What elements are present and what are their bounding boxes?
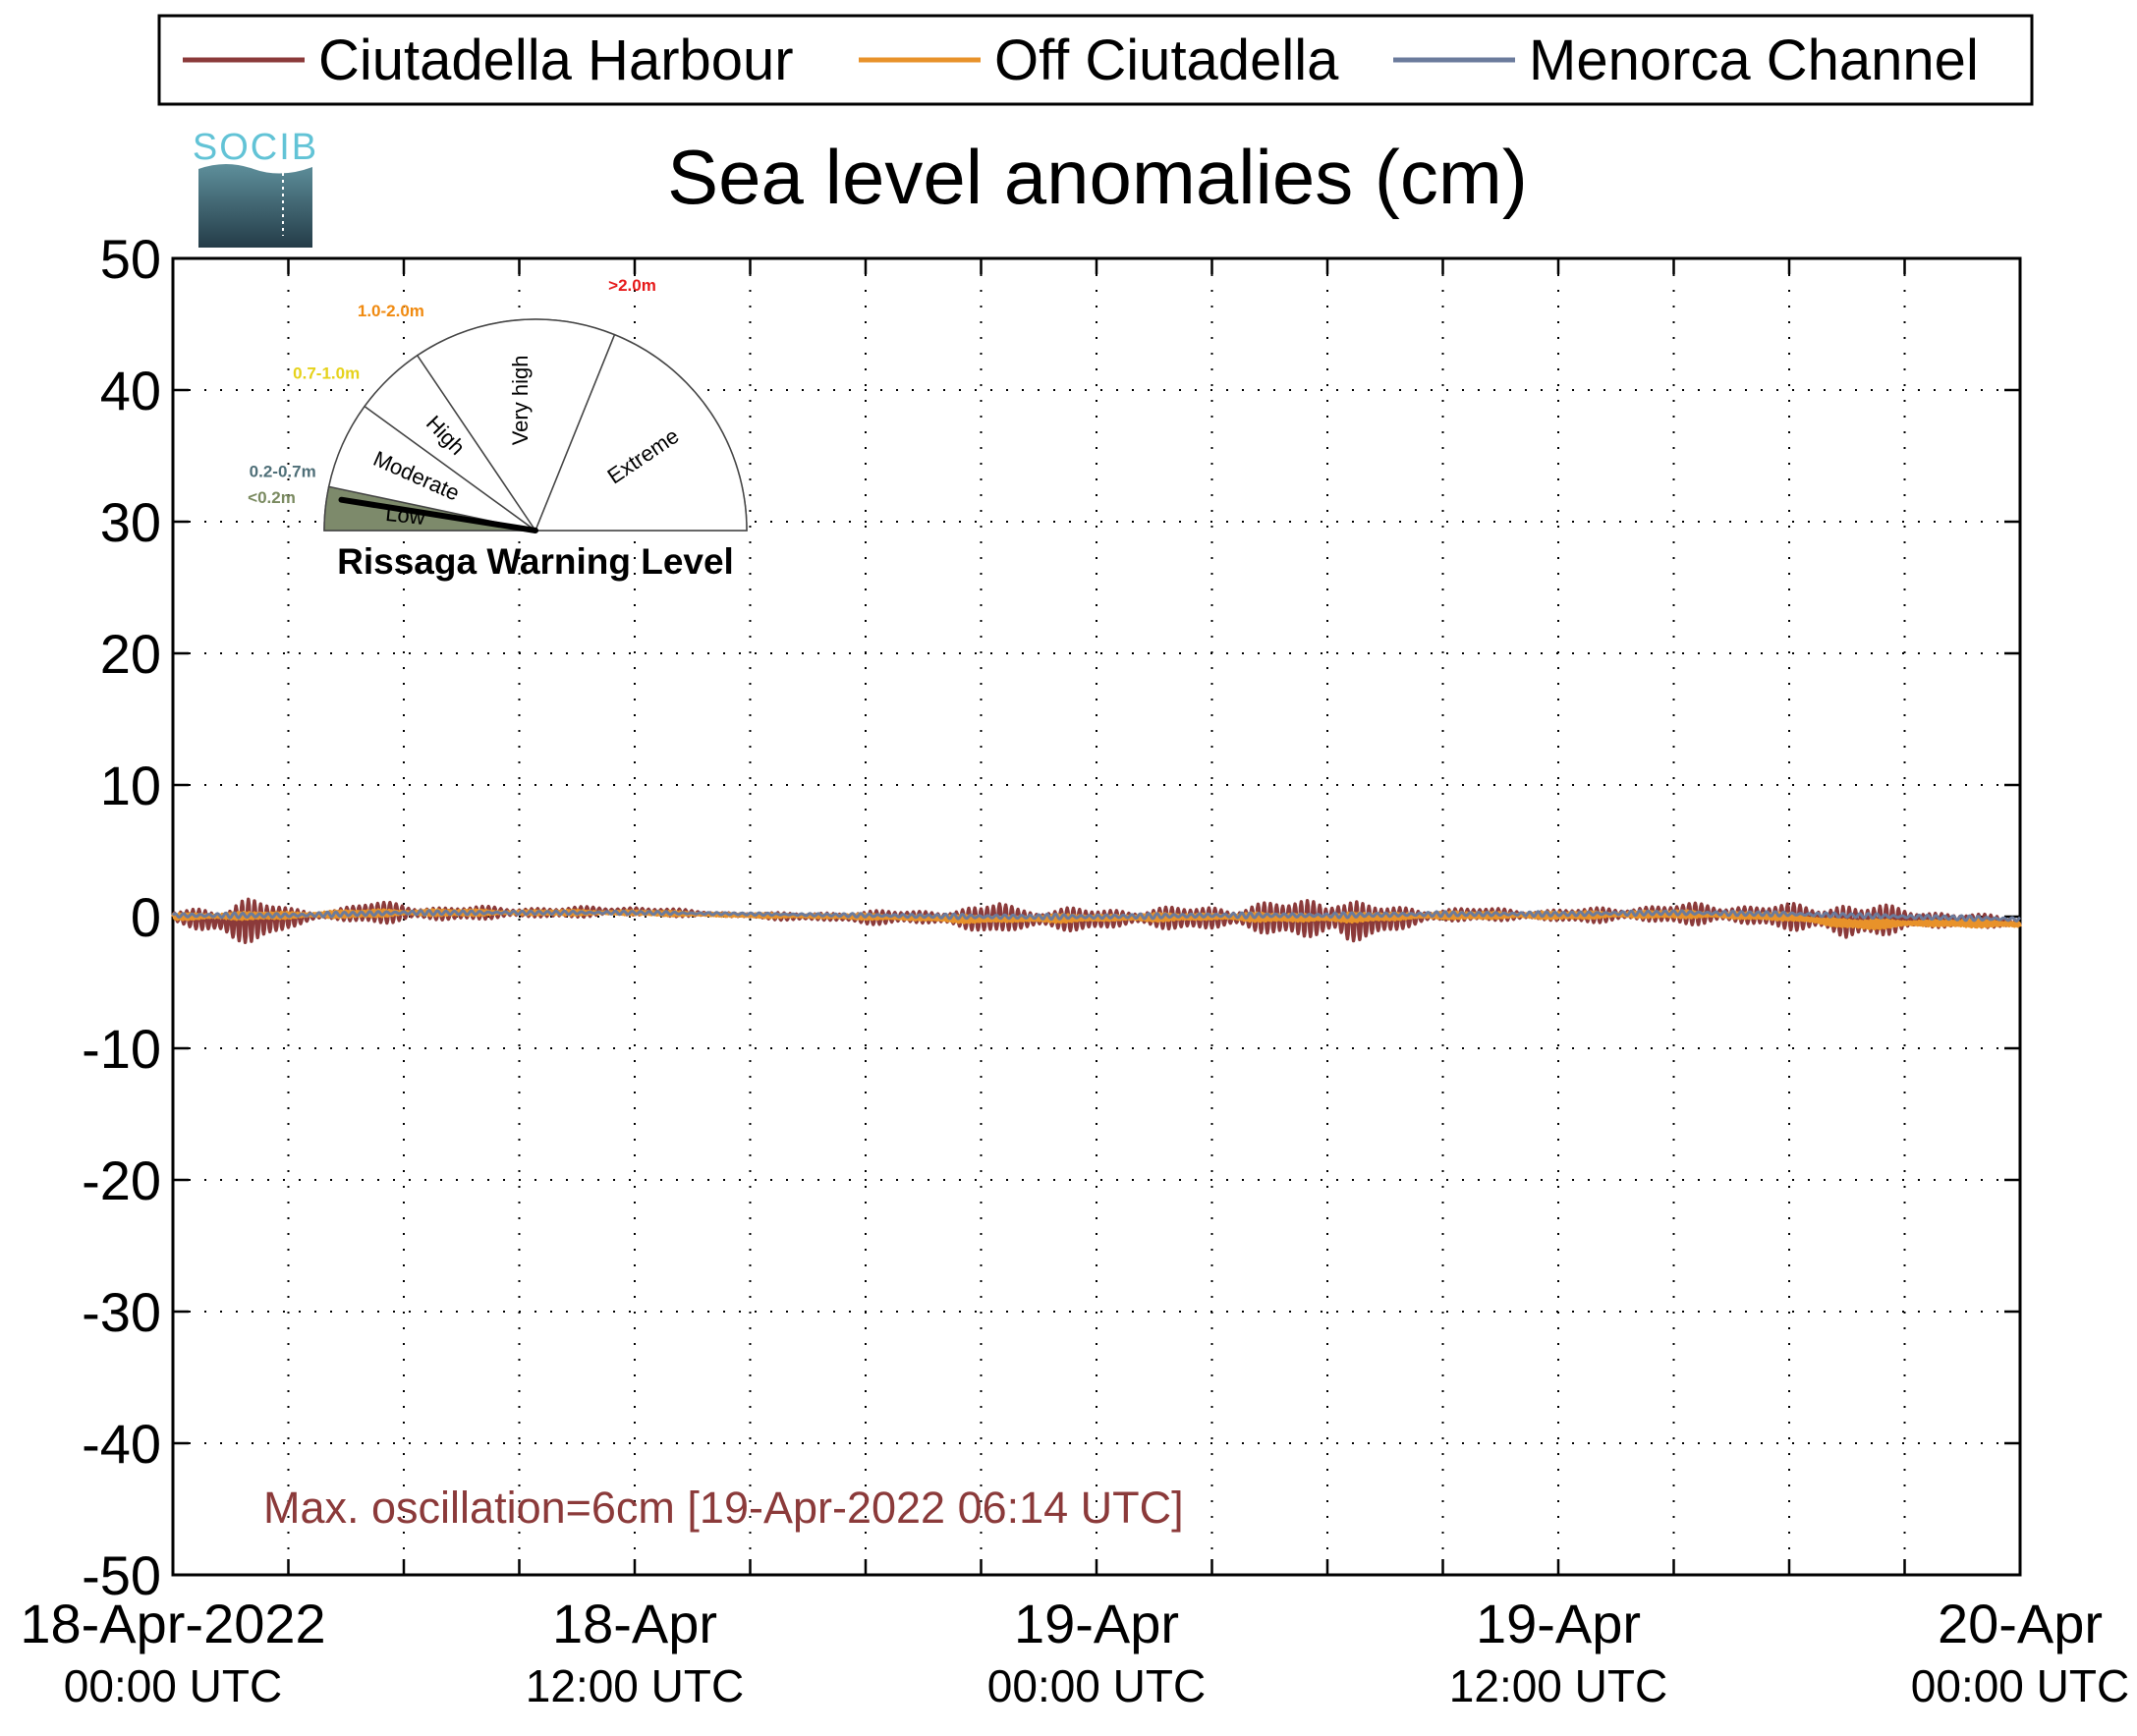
x-tick-label-date-1: 18-Apr [552,1593,717,1654]
y-tick-label-10: -50 [82,1544,161,1606]
y-tick-label-3: 20 [100,623,161,685]
y-tick-label-6: -10 [82,1018,161,1080]
socib-logo-wave [198,164,312,248]
chart-title: Sea level anomalies (cm) [667,134,1528,220]
axis-ticks [171,256,2022,1577]
y-tick-label-2: 30 [100,491,161,553]
x-tick-label-date-4: 20-Apr [1938,1593,2103,1654]
y-tick-label-1: 40 [100,360,161,421]
y-tick-label-4: 10 [100,755,161,816]
gauge-range-label-1: <0.2m [248,488,296,507]
legend-item-1: Ciutadella Harbour [183,28,794,92]
gauge-range-label-4: 1.0-2.0m [358,302,424,320]
y-tick-label-7: -20 [82,1149,161,1211]
x-tick-label-date-0: 18-Apr-2022 [20,1593,325,1654]
x-tick-label-time-0: 00:00 UTC [64,1660,282,1711]
gauge-title: Rissaga Warning Level [337,541,734,582]
gauge-level-label-4: Very high [508,356,533,446]
y-tick-label-9: -40 [82,1413,161,1475]
x-axis-labels: 18-Apr-2022 00:00 UTC 18-Apr 12:00 UTC 19-Ap… [20,1593,2129,1711]
gauge-sector-4 [416,318,616,532]
legend-frame [157,14,2034,106]
x-tick-label-date-3: 19-Apr [1476,1593,1641,1654]
gauge-range-label-3: 0.7-1.0m [293,364,360,382]
x-tick-label-time-3: 12:00 UTC [1449,1660,1667,1711]
legend: Ciutadella Harbour Off Ciutadella Menorc… [157,14,2034,106]
legend-label-2: Off Ciutadella [994,28,1339,92]
gauge-needle [338,496,538,533]
legend-label-3: Menorca Channel [1529,28,1979,92]
legend-item-3: Menorca Channel [1393,28,1979,92]
legend-item-2: Off Ciutadella [859,28,1339,92]
max-oscillation-annotation: Max. oscillation=6cm [19-Apr-2022 06:14 … [263,1483,1184,1533]
gauge-range-label-2: 0.2-0.7m [250,462,316,480]
gauge-range-label-5: >2.0m [608,276,656,295]
series-layer [171,897,2022,945]
y-tick-label-8: -30 [82,1281,161,1343]
legend-label-1: Ciutadella Harbour [318,28,794,92]
series-line-3 [171,909,2021,923]
socib-logo-text: SOCIB [193,127,318,168]
socib-logo: SOCIB [193,127,318,248]
x-tick-label-date-2: 19-Apr [1014,1593,1179,1654]
x-tick-label-time-4: 00:00 UTC [1911,1660,2129,1711]
x-tick-label-time-2: 00:00 UTC [987,1660,1206,1711]
y-axis-labels: 50 40 30 20 10 0 -10 -20 -30 -40 -50 [82,228,161,1606]
y-tick-label-5: 0 [131,886,161,948]
x-tick-label-time-1: 12:00 UTC [526,1660,744,1711]
y-tick-label-0: 50 [100,228,161,290]
gauge-sector-5 [534,333,748,532]
